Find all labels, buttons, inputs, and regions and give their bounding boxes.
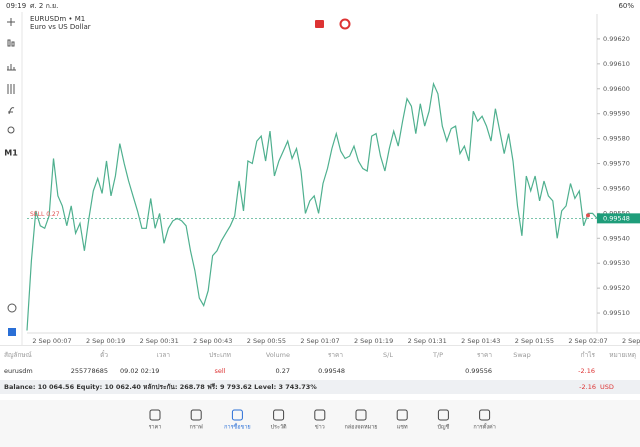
- table-cell[interactable]: 0.27: [276, 367, 290, 375]
- divider: [0, 345, 640, 346]
- battery: 60%: [618, 2, 634, 10]
- nav-label[interactable]: บัญชี: [437, 424, 449, 431]
- y-tick-label: 0.99530: [603, 259, 630, 267]
- table-header: กำไร: [581, 351, 596, 359]
- y-tick-label: 0.99620: [603, 35, 630, 43]
- table-header: Swap: [513, 351, 531, 359]
- nav-label[interactable]: กราฟ: [190, 424, 203, 431]
- x-tick-label: 2 Sep 01:07: [300, 337, 339, 345]
- y-tick-label: 0.99600: [603, 85, 630, 93]
- chart-subtitle: Euro vs US Dollar: [30, 23, 91, 31]
- price-box: [597, 213, 640, 224]
- nav-icon[interactable]: [396, 409, 408, 421]
- y-tick-label: 0.99560: [603, 184, 630, 192]
- nav-label[interactable]: การตั้งค่า: [473, 423, 495, 431]
- table-header: ตั๋ว: [100, 350, 108, 359]
- y-tick-label: 0.99540: [603, 234, 630, 242]
- table-header: สัญลักษณ์: [4, 351, 32, 359]
- flag-icon: [315, 20, 324, 28]
- order-label: SELL 0.27: [30, 211, 60, 218]
- status-time: 09:19: [6, 2, 26, 10]
- x-tick-label: 2 Sep 01:55: [515, 337, 554, 345]
- x-tick-label: 2 Sep 00:07: [32, 337, 71, 345]
- table-header: หมายเหตุ: [609, 351, 636, 359]
- y-tick-label: 0.99570: [603, 160, 630, 168]
- x-tick-label: 2 Sep 00:55: [247, 337, 286, 345]
- x-tick-label: 2 Sep 01:43: [461, 337, 500, 345]
- table-cell[interactable]: -2.16: [578, 367, 595, 375]
- table-cell[interactable]: sell: [215, 367, 226, 375]
- nav-bar: [0, 400, 640, 447]
- table-header: เวลา: [156, 351, 170, 359]
- price-line: [26, 81, 598, 331]
- y-tick-label: 0.99590: [603, 110, 630, 118]
- nav-label[interactable]: ประวัติ: [271, 424, 287, 431]
- table-cell[interactable]: 255778685: [71, 367, 108, 375]
- table-cell[interactable]: eurusdm: [4, 367, 33, 375]
- nav-label[interactable]: การซื้อขาย: [224, 423, 250, 431]
- table-cell[interactable]: 09.02 02:19: [120, 367, 159, 375]
- toolbar-icons: [7, 18, 17, 336]
- table-header: ราคา: [477, 351, 492, 359]
- y-tick-label: 0.99580: [603, 135, 630, 143]
- nav-label[interactable]: กล่องจดหมาย: [344, 425, 377, 431]
- nav-label[interactable]: ราคา: [149, 425, 162, 431]
- nav-icon[interactable]: [273, 409, 285, 421]
- x-tick-label: 2 Sep 01:19: [354, 337, 393, 345]
- nav-icon[interactable]: [479, 409, 491, 421]
- current-price-label: 0.99548: [603, 214, 630, 222]
- balance-bar: [0, 380, 640, 394]
- status-date: ศ. 2 ก.ย.: [30, 2, 58, 10]
- y-tick-label: 0.99520: [603, 284, 630, 292]
- x-tick-label: 2 Sep 01:31: [408, 337, 447, 345]
- x-tick-label: 2 Sep 02:07: [568, 337, 607, 345]
- table-cell[interactable]: 0.99548: [318, 367, 345, 375]
- timeframe-button[interactable]: M1: [4, 149, 18, 158]
- x-tick-label: 2 Sep 00:31: [140, 337, 179, 345]
- x-tick-label: 2 Sep 02:19: [622, 337, 640, 345]
- nav-label[interactable]: ข่าว: [315, 425, 325, 431]
- order-marker: [586, 213, 590, 218]
- toolbar: [0, 12, 22, 345]
- nav-label[interactable]: แชท: [397, 424, 408, 431]
- table-header: ประเภท: [209, 351, 231, 359]
- table-header: Volume: [266, 351, 290, 359]
- nav-icon[interactable]: [355, 409, 367, 421]
- table-header: T/P: [432, 351, 443, 359]
- y-tick-label: 0.99510: [603, 309, 630, 317]
- currency: USD: [600, 383, 614, 391]
- balance-profit: -2.16: [579, 383, 596, 391]
- nav-icon[interactable]: [437, 409, 449, 421]
- nav-icon[interactable]: [149, 409, 161, 421]
- nav-icon[interactable]: [190, 409, 202, 421]
- table-cell[interactable]: 0.99556: [465, 367, 492, 375]
- flag-icon: [339, 18, 351, 30]
- x-tick-label: 2 Sep 00:19: [86, 337, 125, 345]
- table-header: S/L: [383, 351, 393, 359]
- nav-icon[interactable]: [314, 409, 326, 421]
- y-tick-label: 0.99610: [603, 60, 630, 68]
- nav-icon[interactable]: [231, 409, 243, 421]
- balance-text: Balance: 10 064.56 Equity: 10 062.40 หลั…: [4, 383, 317, 391]
- chart-title: EURUSDm • M1: [30, 15, 85, 23]
- x-tick-label: 2 Sep 00:43: [193, 337, 232, 345]
- table-header: ราคา: [328, 351, 343, 359]
